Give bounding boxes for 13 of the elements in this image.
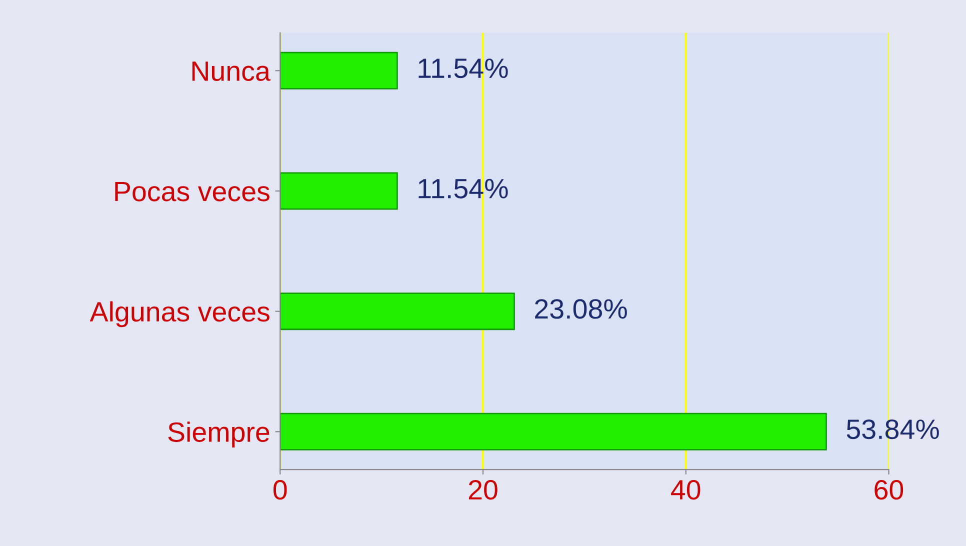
bar xyxy=(280,172,398,210)
y-tick-label: Pocas veces xyxy=(115,182,270,202)
y-tick-label: Algunas veces xyxy=(90,301,270,328)
y-tick-label: Siempre xyxy=(168,422,270,448)
x-tick-label: 60 xyxy=(874,480,904,500)
bar xyxy=(280,52,398,90)
x-tick-label: 0 xyxy=(274,480,287,500)
x-tick-label: 40 xyxy=(671,480,700,500)
bar xyxy=(280,412,827,450)
bar xyxy=(280,292,515,330)
x-tick-label: 20 xyxy=(468,480,498,500)
y-tick-label: Nunca xyxy=(192,62,270,82)
data-label: 23.08% xyxy=(535,299,627,319)
